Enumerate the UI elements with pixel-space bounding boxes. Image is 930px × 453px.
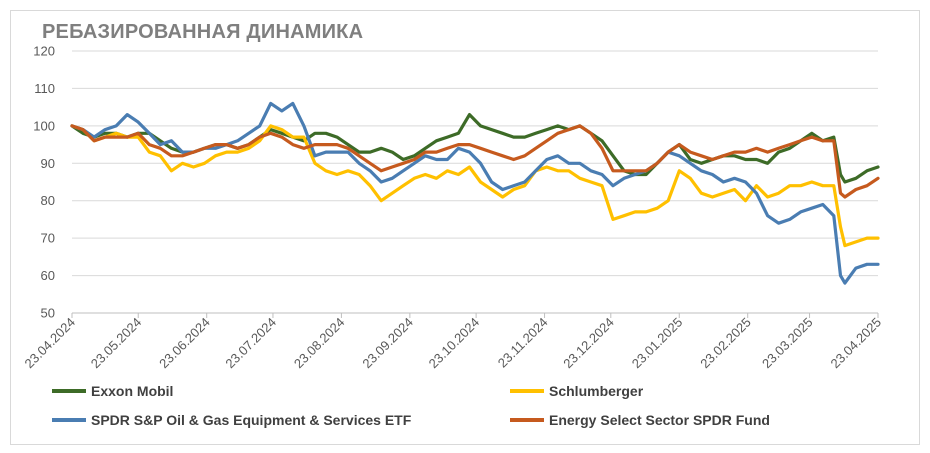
x-tick-label: 23.09.2024: [359, 315, 416, 372]
x-tick-label: 23.10.2024: [426, 315, 483, 372]
x-tick-label: 23.04.2025: [827, 315, 884, 372]
x-tick-label: 23.11.2024: [495, 315, 551, 371]
y-tick-label: 100: [33, 118, 55, 133]
x-tick-label: 23.05.2024: [88, 315, 145, 372]
y-axis-ticks: 50 60 70 80 90 100 110 120: [33, 44, 55, 321]
legend-label: Energy Select Sector SPDR Fund: [549, 412, 770, 428]
x-tick-label: 23.06.2024: [156, 315, 213, 372]
y-tick-label: 70: [41, 231, 55, 246]
legend-label: Schlumberger: [549, 383, 644, 399]
legend-label: Exxon Mobil: [91, 383, 173, 399]
series-lines: [70, 101, 880, 285]
x-tick-label: 23.02.2025: [697, 315, 754, 372]
series-line: [70, 124, 880, 248]
y-tick-label: 120: [33, 44, 55, 59]
y-tick-label: 60: [41, 268, 55, 283]
x-tick-label: 23.07.2024: [222, 315, 279, 372]
x-tick-label: 23.08.2024: [291, 315, 348, 372]
x-tick-label: 23.01.2025: [629, 315, 686, 372]
chart-frame: [10, 10, 920, 445]
x-axis-ticks: 23.04.2024 23.05.2024 23.06.2024 23.07.2024…: [21, 313, 884, 371]
y-tick-label: 50: [41, 306, 55, 321]
y-tick-label: 80: [41, 193, 55, 208]
series-line: [70, 124, 880, 199]
y-tick-label: 110: [34, 81, 55, 96]
legend: Exxon Mobil Schlumberger SPDR S&P Oil & Ga…: [52, 383, 770, 428]
series-line: [70, 101, 880, 285]
gridlines: [72, 50, 878, 277]
legend-label: SPDR S&P Oil & Gas Equipment & Services …: [91, 412, 412, 428]
x-tick-label: 23.03.2025: [759, 315, 816, 372]
x-tick-label: 23.04.2024: [21, 315, 78, 372]
chart-title: РЕБАЗИРОВАННАЯ ДИНАМИКА: [42, 21, 364, 43]
x-tick-label: 23.12.2024: [560, 315, 617, 372]
y-tick-label: 90: [41, 156, 55, 171]
